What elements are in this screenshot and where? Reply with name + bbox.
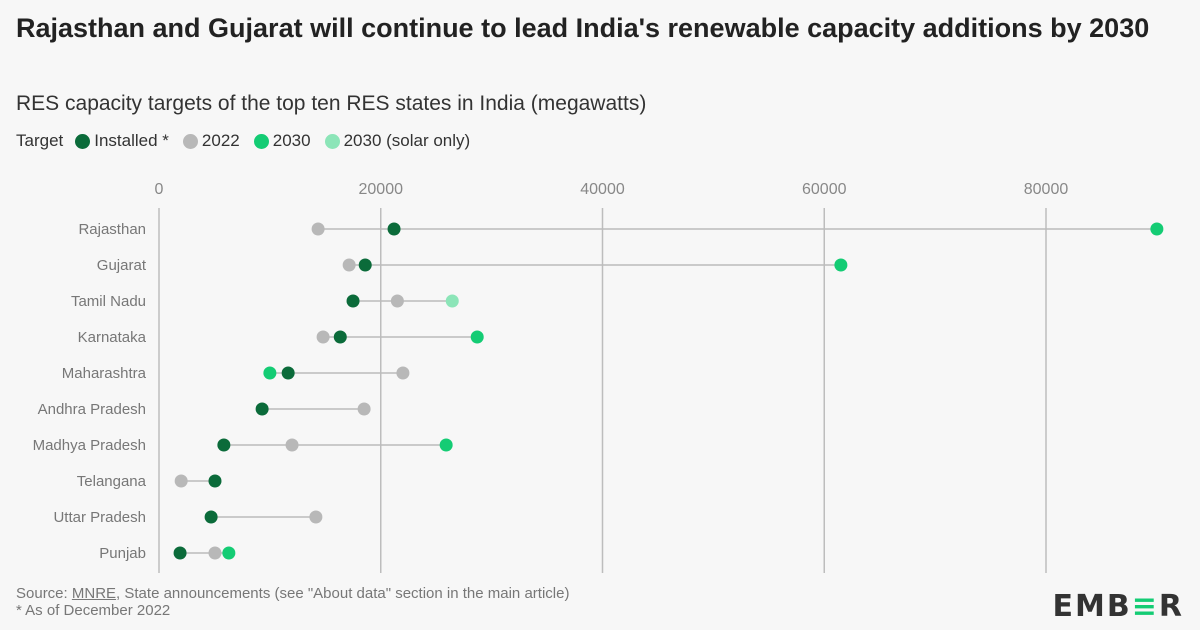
source-rest: , State announcements (see "About data" … — [116, 585, 570, 602]
legend-swatch-2030-solar — [324, 133, 340, 149]
x-tick-label: 40000 — [580, 181, 625, 198]
dot-2030 — [834, 258, 848, 272]
dot-2022 — [309, 510, 323, 524]
footnote: * As of December 2022 — [16, 602, 171, 619]
y-category-label: Andhra Pradesh — [38, 401, 146, 418]
footer: Source: MNRE, State announcements (see "… — [16, 585, 569, 619]
legend-swatch-2022 — [182, 133, 198, 149]
legend-swatch-2030 — [253, 133, 269, 149]
y-category-label: Punjab — [99, 545, 146, 562]
dot-installed — [281, 366, 295, 380]
y-category-label: Madhya Pradesh — [33, 437, 146, 454]
x-tick-label: 20000 — [359, 181, 404, 198]
x-tick-label: 80000 — [1024, 181, 1069, 198]
legend-label: 2030 — [272, 131, 311, 150]
dot-2030 — [470, 330, 484, 344]
dot-installed — [204, 510, 218, 524]
legend-label: 2022 — [201, 131, 240, 150]
dot-installed — [333, 330, 347, 344]
x-tick-label: 0 — [155, 181, 164, 198]
x-tick-label: 60000 — [802, 181, 847, 198]
dot-installed — [255, 402, 269, 416]
legend-title: Target — [16, 131, 64, 150]
y-category-label: Rajasthan — [78, 221, 146, 238]
legend-swatch-installed — [75, 133, 91, 149]
legend-label: Installed * — [94, 131, 169, 150]
chart-subtitle: RES capacity targets of the top ten RES … — [16, 92, 647, 115]
dot-2030 — [1150, 222, 1164, 236]
dot-2030 — [439, 438, 453, 452]
dot-2022 — [357, 402, 371, 416]
dot-2022 — [208, 546, 222, 560]
dot-installed — [173, 546, 187, 560]
dot-2022 — [316, 330, 330, 344]
dot-2030-solar-only — [445, 294, 459, 308]
y-category-label: Telangana — [77, 473, 147, 490]
dot-installed — [217, 438, 231, 452]
ember-logo: EMB≡R — [1052, 589, 1184, 624]
dot-installed — [208, 474, 222, 488]
dot-2030 — [222, 546, 236, 560]
dot-2022 — [390, 294, 404, 308]
source-prefix: Source: — [16, 585, 72, 602]
dot-2022 — [396, 366, 410, 380]
y-category-label: Tamil Nadu — [71, 293, 146, 310]
dot-installed — [358, 258, 372, 272]
y-category-label: Karnataka — [78, 329, 147, 346]
source-link[interactable]: MNRE — [71, 585, 117, 602]
legend: Target Installed * 2022 2030 2030 (solar… — [16, 131, 472, 151]
chart-title: Rajasthan and Gujarat will continue to l… — [16, 13, 1150, 43]
y-category-label: Maharashtra — [62, 365, 147, 382]
dot-2030 — [263, 366, 277, 380]
y-category-label: Gujarat — [97, 257, 147, 274]
dot-2022 — [342, 258, 356, 272]
legend-label: 2030 (solar only) — [343, 131, 471, 150]
dot-installed — [387, 222, 401, 236]
dot-2022 — [311, 222, 325, 236]
y-category-label: Uttar Pradesh — [53, 509, 146, 526]
dot-installed — [346, 294, 360, 308]
dot-2022 — [174, 474, 188, 488]
dot-2022 — [285, 438, 299, 452]
